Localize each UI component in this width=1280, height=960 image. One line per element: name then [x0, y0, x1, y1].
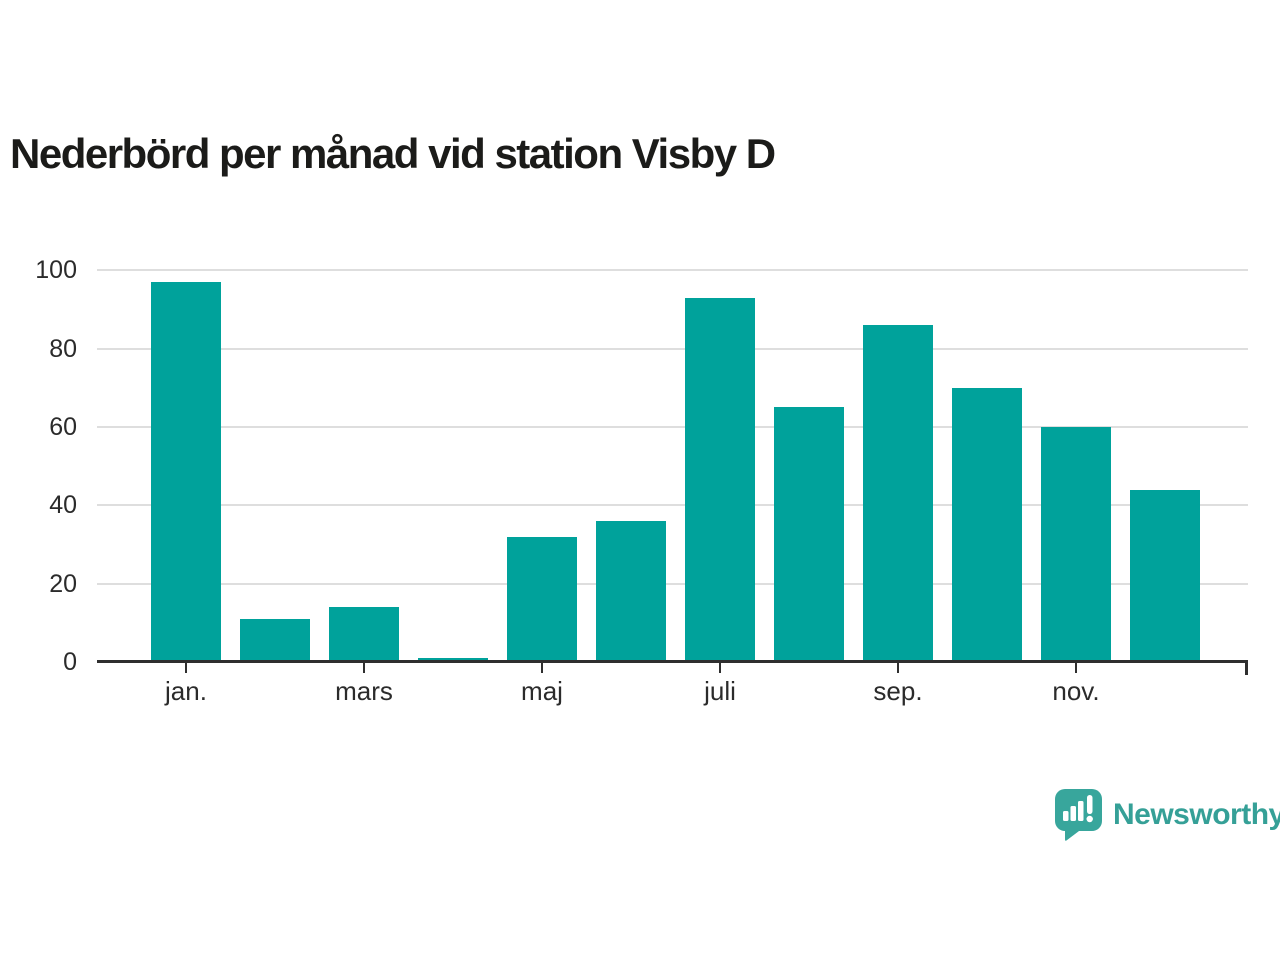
x-axis-tick [541, 663, 543, 673]
x-axis-tick [897, 663, 899, 673]
gridline-80 [97, 347, 1248, 350]
x-axis-tick-label: mars [335, 676, 393, 706]
y-axis-tick-label: 80 [49, 334, 77, 363]
bar-juni [596, 521, 666, 662]
x-axis-tick-label: sep. [873, 676, 923, 706]
x-axis-tick [363, 663, 365, 673]
x-axis-end-tick [1245, 660, 1248, 675]
x-axis-line [97, 660, 1248, 663]
gridline-60 [97, 426, 1248, 429]
chart-title: Nederbörd per månad vid station Visby D [10, 130, 776, 177]
y-axis-tick-label: 0 [63, 648, 77, 676]
y-axis-tick-label: 60 [49, 413, 77, 442]
bar-jan. [151, 282, 221, 662]
bar-dec. [1130, 489, 1200, 662]
gridline-100 [97, 269, 1248, 272]
bar-okt. [952, 387, 1022, 662]
x-axis-tick-label: maj [521, 676, 563, 706]
x-axis-tick-label: jan. [165, 676, 207, 706]
bar-aug. [774, 407, 844, 662]
bar-mars [329, 607, 399, 662]
newsworthy-logo-text: Newsworthy [1113, 798, 1280, 831]
x-axis-tick [719, 663, 721, 673]
newsworthy-logo-icon [1055, 789, 1102, 841]
x-axis-tick-label: nov. [1052, 676, 1100, 706]
y-axis-tick-label: 20 [49, 569, 77, 598]
y-axis-tick-label: 40 [49, 491, 77, 520]
gridline-40 [97, 504, 1248, 507]
bar-feb. [240, 618, 310, 662]
bar-maj [507, 536, 577, 662]
bar-sep. [863, 325, 933, 662]
newsworthy-branding: Newsworthy [1054, 788, 1280, 842]
bar-juli [685, 297, 755, 662]
x-axis-tick [185, 663, 187, 673]
y-axis-tick-label: 100 [35, 256, 77, 285]
x-axis-tick-label: juli [704, 676, 736, 706]
gridline-20 [97, 582, 1248, 585]
bar-nov. [1041, 427, 1111, 662]
x-axis-tick [1075, 663, 1077, 673]
